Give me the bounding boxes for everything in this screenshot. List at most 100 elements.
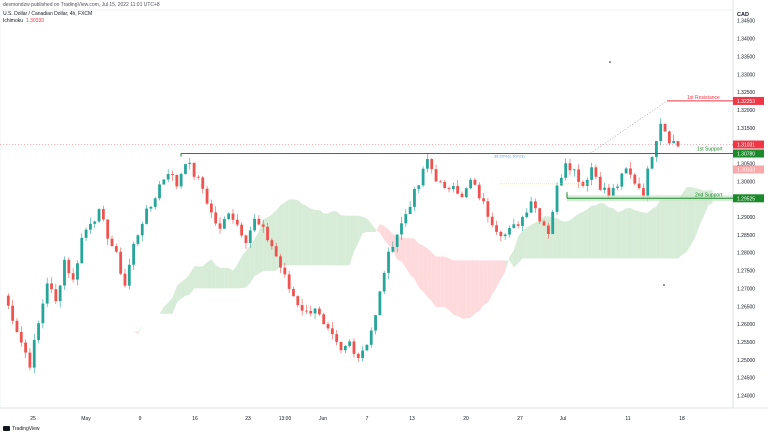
first-resistance-label: 1st Resistance: [687, 95, 720, 101]
candle-down: [28, 352, 32, 368]
first-support-label: 1st Support: [697, 146, 723, 152]
cloud-segment-red: [418, 243, 424, 292]
candle-up: [650, 156, 654, 169]
candle-up: [179, 173, 183, 187]
cloud-segment-green: [297, 200, 303, 266]
time-tick-label: 25: [30, 416, 36, 422]
cloud-segment-red: [375, 224, 380, 233]
cloud-segment-green: [578, 211, 583, 259]
cloud-segment-red: [500, 260, 506, 280]
candle-up: [127, 264, 131, 286]
candle-up: [140, 223, 144, 236]
candle-up: [464, 188, 468, 198]
currency-label: CAD: [737, 12, 749, 18]
cloud-segment-green: [531, 222, 536, 259]
price-tick-label: 1.27000: [737, 286, 755, 292]
candle-down: [279, 256, 282, 268]
candle-down: [292, 288, 295, 297]
candle-down: [594, 167, 598, 177]
time-tick-label: 13: [409, 416, 415, 422]
cloud-segment-green: [176, 282, 182, 303]
candle-up: [253, 218, 256, 231]
time-tick-label: 9: [139, 416, 142, 422]
cloud-segment-red: [457, 260, 462, 319]
candle-down: [546, 225, 550, 235]
cloud-segment-red: [427, 248, 432, 302]
cloud-segment-red: [431, 252, 437, 307]
candle-down: [114, 246, 118, 252]
candle-down: [642, 188, 645, 197]
cloud-segment-red: [423, 245, 428, 297]
cloud-segment-green: [181, 279, 186, 299]
price-tick-label: 1.26000: [737, 322, 755, 328]
candle-down: [542, 221, 546, 226]
cloud-segment-green: [328, 211, 333, 266]
candle-up: [585, 179, 589, 186]
candle-down: [486, 201, 490, 217]
cloud-segment-green: [673, 199, 678, 259]
candle-down: [598, 176, 602, 190]
cloud-segment-red: [487, 260, 493, 303]
cloud-segment-green: [617, 210, 622, 259]
time-tick-label: 7: [366, 416, 369, 422]
candle-down: [274, 246, 278, 257]
candle-up: [227, 213, 231, 220]
candle-up: [37, 323, 40, 340]
candle-down: [568, 163, 572, 171]
cloud-segment-red: [133, 331, 138, 334]
second-support-badge-bg: [733, 194, 764, 203]
candle-down: [633, 174, 637, 184]
price-tick-label: 1.28000: [737, 251, 755, 257]
candle-down: [637, 183, 641, 189]
candle-up: [564, 163, 568, 178]
symbol-title: U.S. Dollar / Canadian Dollar, 4h, FXCM: [3, 11, 93, 17]
candle-down: [240, 224, 244, 236]
candle-down: [123, 273, 127, 286]
price-tick-label: 1.34500: [737, 19, 755, 25]
candle-up: [672, 141, 676, 144]
candle-down: [317, 308, 321, 315]
candle-up: [624, 168, 628, 174]
candle-up: [503, 234, 507, 237]
cloud-segment-red: [453, 260, 458, 316]
cloud-segment-green: [643, 212, 648, 259]
cloud-segment-green: [284, 199, 290, 266]
cloud-segment-green: [686, 187, 691, 252]
candle-up: [248, 230, 252, 243]
candle-up: [620, 173, 624, 187]
cloud-segment-red: [492, 260, 497, 295]
candle-up: [76, 263, 79, 280]
price-tick-label: 1.24000: [737, 394, 755, 400]
candle-down: [101, 209, 105, 220]
candle-down: [330, 328, 334, 335]
candle-down: [443, 181, 447, 189]
cloud-segment-green: [224, 267, 229, 289]
cloud-segment-green: [202, 262, 208, 289]
time-tick-label: 16: [192, 416, 198, 422]
cloud-segment-green: [595, 202, 601, 259]
price-tick-label: 1.34000: [737, 37, 755, 43]
candle-down: [300, 305, 304, 311]
ichimoku-cloud: [99, 187, 713, 334]
cloud-segment-green: [315, 209, 320, 266]
cloud-segment-green: [280, 202, 285, 266]
price-tick-label: 1.33000: [737, 72, 755, 78]
cloud-segment-green: [336, 211, 341, 266]
candle-up: [521, 217, 524, 226]
candle-down: [438, 181, 442, 183]
price-tick-label: 1.31500: [737, 126, 755, 132]
candle-up: [348, 341, 352, 346]
time-tick-label: 18: [679, 416, 685, 422]
cloud-segment-green: [207, 259, 212, 289]
time-tick-label: 20: [463, 416, 469, 422]
candle-up: [408, 206, 412, 215]
candle-up: [590, 167, 593, 180]
cloud-segment-green: [362, 216, 367, 234]
candle-down: [119, 251, 123, 274]
cloud-segment-green: [137, 325, 143, 334]
candle-down: [326, 324, 330, 329]
cloud-segment-green: [189, 266, 195, 295]
first-support-badge-bg: [733, 149, 764, 158]
candle-up: [361, 350, 365, 359]
